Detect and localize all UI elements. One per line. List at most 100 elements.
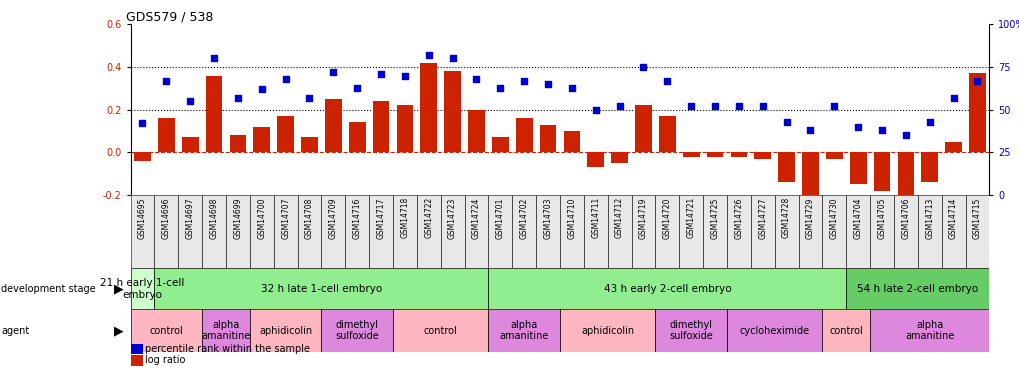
Point	[587, 106, 603, 112]
Point	[539, 81, 555, 87]
Bar	[917, 195, 941, 268]
Bar	[301, 137, 318, 152]
Bar	[873, 152, 890, 191]
Text: alpha
amanitine: alpha amanitine	[904, 320, 954, 341]
Bar	[754, 152, 770, 159]
Bar	[298, 195, 321, 268]
Bar	[444, 71, 461, 152]
Text: GSM14719: GSM14719	[638, 197, 647, 238]
Bar	[396, 105, 413, 152]
Point	[945, 95, 961, 101]
Text: GSM14702: GSM14702	[520, 197, 528, 238]
Bar	[130, 309, 202, 352]
Text: control: control	[828, 326, 862, 336]
Bar	[468, 110, 484, 152]
Point	[564, 84, 580, 90]
Text: dimethyl
sulfoxide: dimethyl sulfoxide	[668, 320, 712, 341]
Point	[254, 86, 270, 92]
Bar	[321, 195, 345, 268]
Bar	[321, 309, 392, 352]
Bar	[821, 309, 869, 352]
Bar	[727, 309, 821, 352]
Text: aphidicolin: aphidicolin	[259, 326, 312, 336]
Bar	[559, 309, 655, 352]
Bar	[945, 142, 961, 152]
Point	[396, 73, 413, 79]
Point	[968, 78, 984, 84]
Point	[658, 78, 675, 84]
Text: GSM14713: GSM14713	[924, 197, 933, 238]
Text: GSM14721: GSM14721	[686, 197, 695, 238]
Point	[873, 127, 890, 133]
Text: GSM14729: GSM14729	[805, 197, 814, 238]
Bar	[727, 195, 750, 268]
Bar	[226, 195, 250, 268]
Bar	[631, 195, 655, 268]
Bar	[440, 195, 464, 268]
Text: GSM14707: GSM14707	[281, 197, 289, 239]
Text: GSM14700: GSM14700	[257, 197, 266, 239]
Point	[802, 127, 818, 133]
Point	[706, 103, 722, 109]
Point	[777, 118, 794, 124]
Bar	[277, 116, 293, 152]
Text: GSM14711: GSM14711	[591, 197, 599, 238]
Bar	[345, 195, 369, 268]
Point	[206, 56, 222, 62]
Text: GSM14698: GSM14698	[209, 197, 218, 238]
Text: GSM14706: GSM14706	[901, 197, 910, 239]
Text: alpha
amanitine: alpha amanitine	[201, 320, 251, 341]
Bar	[559, 195, 583, 268]
Bar	[206, 76, 222, 152]
Text: control: control	[424, 326, 458, 336]
Bar	[392, 195, 417, 268]
Text: GDS579 / 538: GDS579 / 538	[126, 10, 213, 23]
Text: GSM14714: GSM14714	[949, 197, 957, 238]
Bar	[607, 195, 631, 268]
Bar	[610, 152, 628, 163]
Bar	[635, 105, 651, 152]
Text: ▶: ▶	[114, 282, 123, 295]
Bar	[821, 195, 846, 268]
Bar	[774, 195, 798, 268]
Point	[181, 98, 198, 104]
Bar	[488, 268, 846, 309]
Text: GSM14709: GSM14709	[328, 197, 337, 239]
Text: aphidicolin: aphidicolin	[581, 326, 634, 336]
Text: GSM14699: GSM14699	[233, 197, 243, 239]
Bar	[849, 152, 866, 184]
Point	[730, 103, 746, 109]
Bar	[250, 195, 273, 268]
Text: percentile rank within the sample: percentile rank within the sample	[145, 344, 310, 354]
Bar	[679, 195, 702, 268]
Bar	[130, 195, 154, 268]
Bar	[941, 195, 965, 268]
Text: GSM14696: GSM14696	[162, 197, 170, 239]
Bar	[536, 195, 559, 268]
Bar	[777, 152, 794, 182]
Point	[516, 78, 532, 84]
Bar	[587, 152, 603, 167]
Text: GSM14727: GSM14727	[757, 197, 766, 238]
Bar	[325, 99, 341, 152]
Text: GSM14720: GSM14720	[662, 197, 672, 238]
Point	[492, 84, 508, 90]
Text: agent: agent	[1, 326, 30, 336]
Bar	[968, 74, 984, 152]
Bar	[702, 195, 727, 268]
Text: GSM14726: GSM14726	[734, 197, 743, 238]
Bar	[730, 152, 747, 157]
Point	[373, 71, 389, 77]
Text: GSM14728: GSM14728	[782, 197, 791, 238]
Point	[683, 103, 699, 109]
Text: GSM14708: GSM14708	[305, 197, 314, 238]
Text: GSM14710: GSM14710	[567, 197, 576, 238]
Bar	[229, 135, 246, 152]
Text: GSM14697: GSM14697	[185, 197, 195, 239]
Text: 21 h early 1-cell
embryo: 21 h early 1-cell embryo	[100, 278, 184, 300]
Bar	[488, 309, 559, 352]
Point	[135, 120, 151, 126]
Point	[420, 52, 436, 58]
Bar	[348, 123, 365, 152]
Text: GSM14724: GSM14724	[472, 197, 481, 238]
